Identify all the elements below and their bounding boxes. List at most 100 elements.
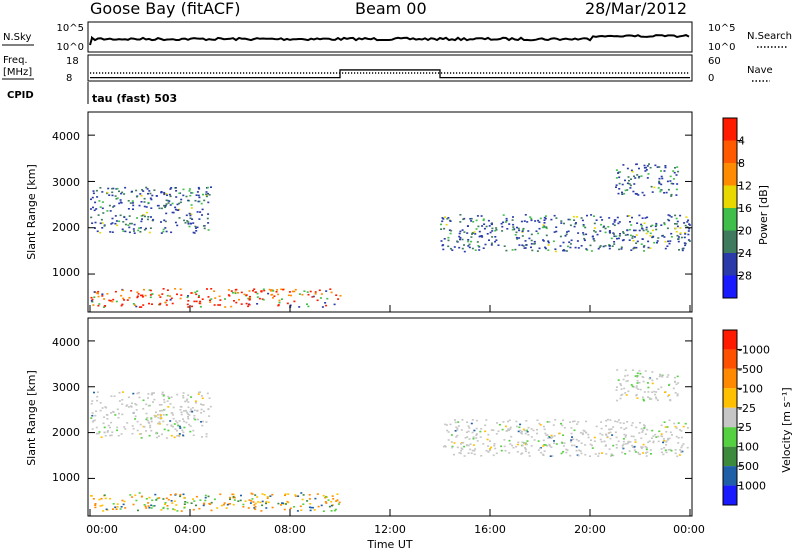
power-cell: [463, 244, 465, 246]
velocity-cell: [648, 440, 651, 442]
velocity-cell: [201, 397, 204, 400]
velocity-cell: [472, 437, 475, 440]
velocity-cell: [520, 432, 523, 435]
velocity-cell: [187, 417, 190, 420]
power-cell: [130, 290, 133, 292]
power-cell: [543, 219, 546, 221]
velocity-cell: [97, 432, 100, 435]
velocity-cell: [167, 395, 170, 398]
power-cell: [155, 195, 158, 197]
velocity-cell: [516, 443, 519, 446]
velocity-cell: [122, 503, 125, 506]
velocity-cell: [233, 496, 236, 499]
velocity-cell: [247, 507, 250, 509]
power-cell: [613, 224, 616, 227]
power-cell: [618, 221, 621, 223]
power-cell: [217, 304, 220, 306]
velocity-cell: [198, 507, 201, 510]
velocity-cell: [680, 450, 683, 452]
velocity-cell: [528, 455, 531, 457]
power-cell: [92, 192, 95, 195]
power-cell: [214, 297, 217, 299]
power-cell: [655, 224, 658, 226]
power-cell: [133, 230, 135, 232]
velocity-cell: [674, 452, 677, 455]
power-cell: [132, 303, 135, 305]
velocity-cell: [648, 397, 651, 399]
velocity-cell: [252, 501, 255, 503]
velocity-cell: [628, 450, 631, 452]
velocity-cell: [138, 396, 141, 399]
power-cell: [143, 201, 146, 203]
velocity-cell: [179, 427, 182, 429]
power-cell: [166, 199, 169, 202]
velocity-cell: [146, 416, 149, 419]
velocity-cell: [656, 378, 659, 380]
velocity-cell: [621, 451, 624, 454]
power-cell: [140, 294, 142, 297]
velocity-cell: [204, 494, 207, 497]
velocity-cell: [192, 498, 194, 500]
velocity-cell: [585, 420, 588, 423]
power-cell: [103, 225, 106, 227]
velocity-cell: [563, 442, 566, 444]
power-cell: [449, 232, 452, 235]
velocity-cell: [650, 398, 653, 400]
power-cell: [165, 299, 168, 302]
velocity-cell: [456, 429, 459, 431]
velocity-cell: [484, 430, 487, 433]
velocity-cell: [145, 507, 148, 509]
velocity-cell: [662, 441, 665, 444]
velocity-cell: [606, 435, 609, 438]
velocity-cell: [612, 426, 615, 428]
power-cell: [111, 300, 114, 303]
velocity-cell: [625, 380, 628, 383]
velocity-cell: [137, 391, 140, 394]
power-cell: [670, 193, 673, 196]
velocity-cell: [142, 399, 145, 402]
power-cell: [282, 288, 285, 291]
power-cell: [149, 192, 152, 195]
power-cell: [254, 291, 257, 293]
power-cell: [248, 298, 251, 300]
power-cell: [108, 204, 111, 207]
power-cell: [472, 221, 475, 223]
power-cell: [240, 303, 243, 305]
velocity-cell: [325, 502, 328, 504]
velocity-cell: [173, 500, 176, 502]
power-cell: [559, 235, 562, 238]
power-cell: [440, 240, 443, 242]
velocity-cell: [131, 402, 133, 405]
velocity-cell: [265, 500, 268, 503]
velocity-cell: [624, 436, 627, 438]
power-cell: [582, 232, 585, 234]
power-cell: [306, 303, 308, 305]
velocity-cell: [584, 453, 587, 456]
velocity-cell: [200, 408, 203, 411]
power-cell: [483, 223, 486, 225]
velocity-cell: [136, 420, 139, 423]
velocity-cell: [631, 444, 634, 447]
velocity-cell: [338, 501, 341, 504]
velocity-cell: [213, 498, 216, 501]
power-cell: [262, 298, 265, 301]
power-cell: [515, 236, 518, 239]
power-cell: [293, 290, 296, 293]
velocity-cell: [657, 435, 660, 438]
power-y-axis-label: Slant Range [km]: [25, 164, 38, 260]
velocity-cell: [161, 409, 164, 412]
velocity-cell: [663, 447, 666, 449]
velocity-cell: [517, 441, 520, 444]
velocity-cell: [622, 378, 625, 381]
power-cell: [620, 246, 623, 249]
velocity-cell: [248, 499, 251, 501]
power-cell: [593, 215, 595, 217]
power-cell: [663, 222, 666, 224]
velocity-cell: [90, 402, 93, 405]
power-cell: [103, 298, 106, 300]
power-cell: [189, 217, 192, 220]
power-cell: [677, 236, 680, 238]
power-cell: [135, 195, 138, 198]
power-cell: [164, 206, 167, 209]
velocity-cell: [173, 508, 176, 511]
